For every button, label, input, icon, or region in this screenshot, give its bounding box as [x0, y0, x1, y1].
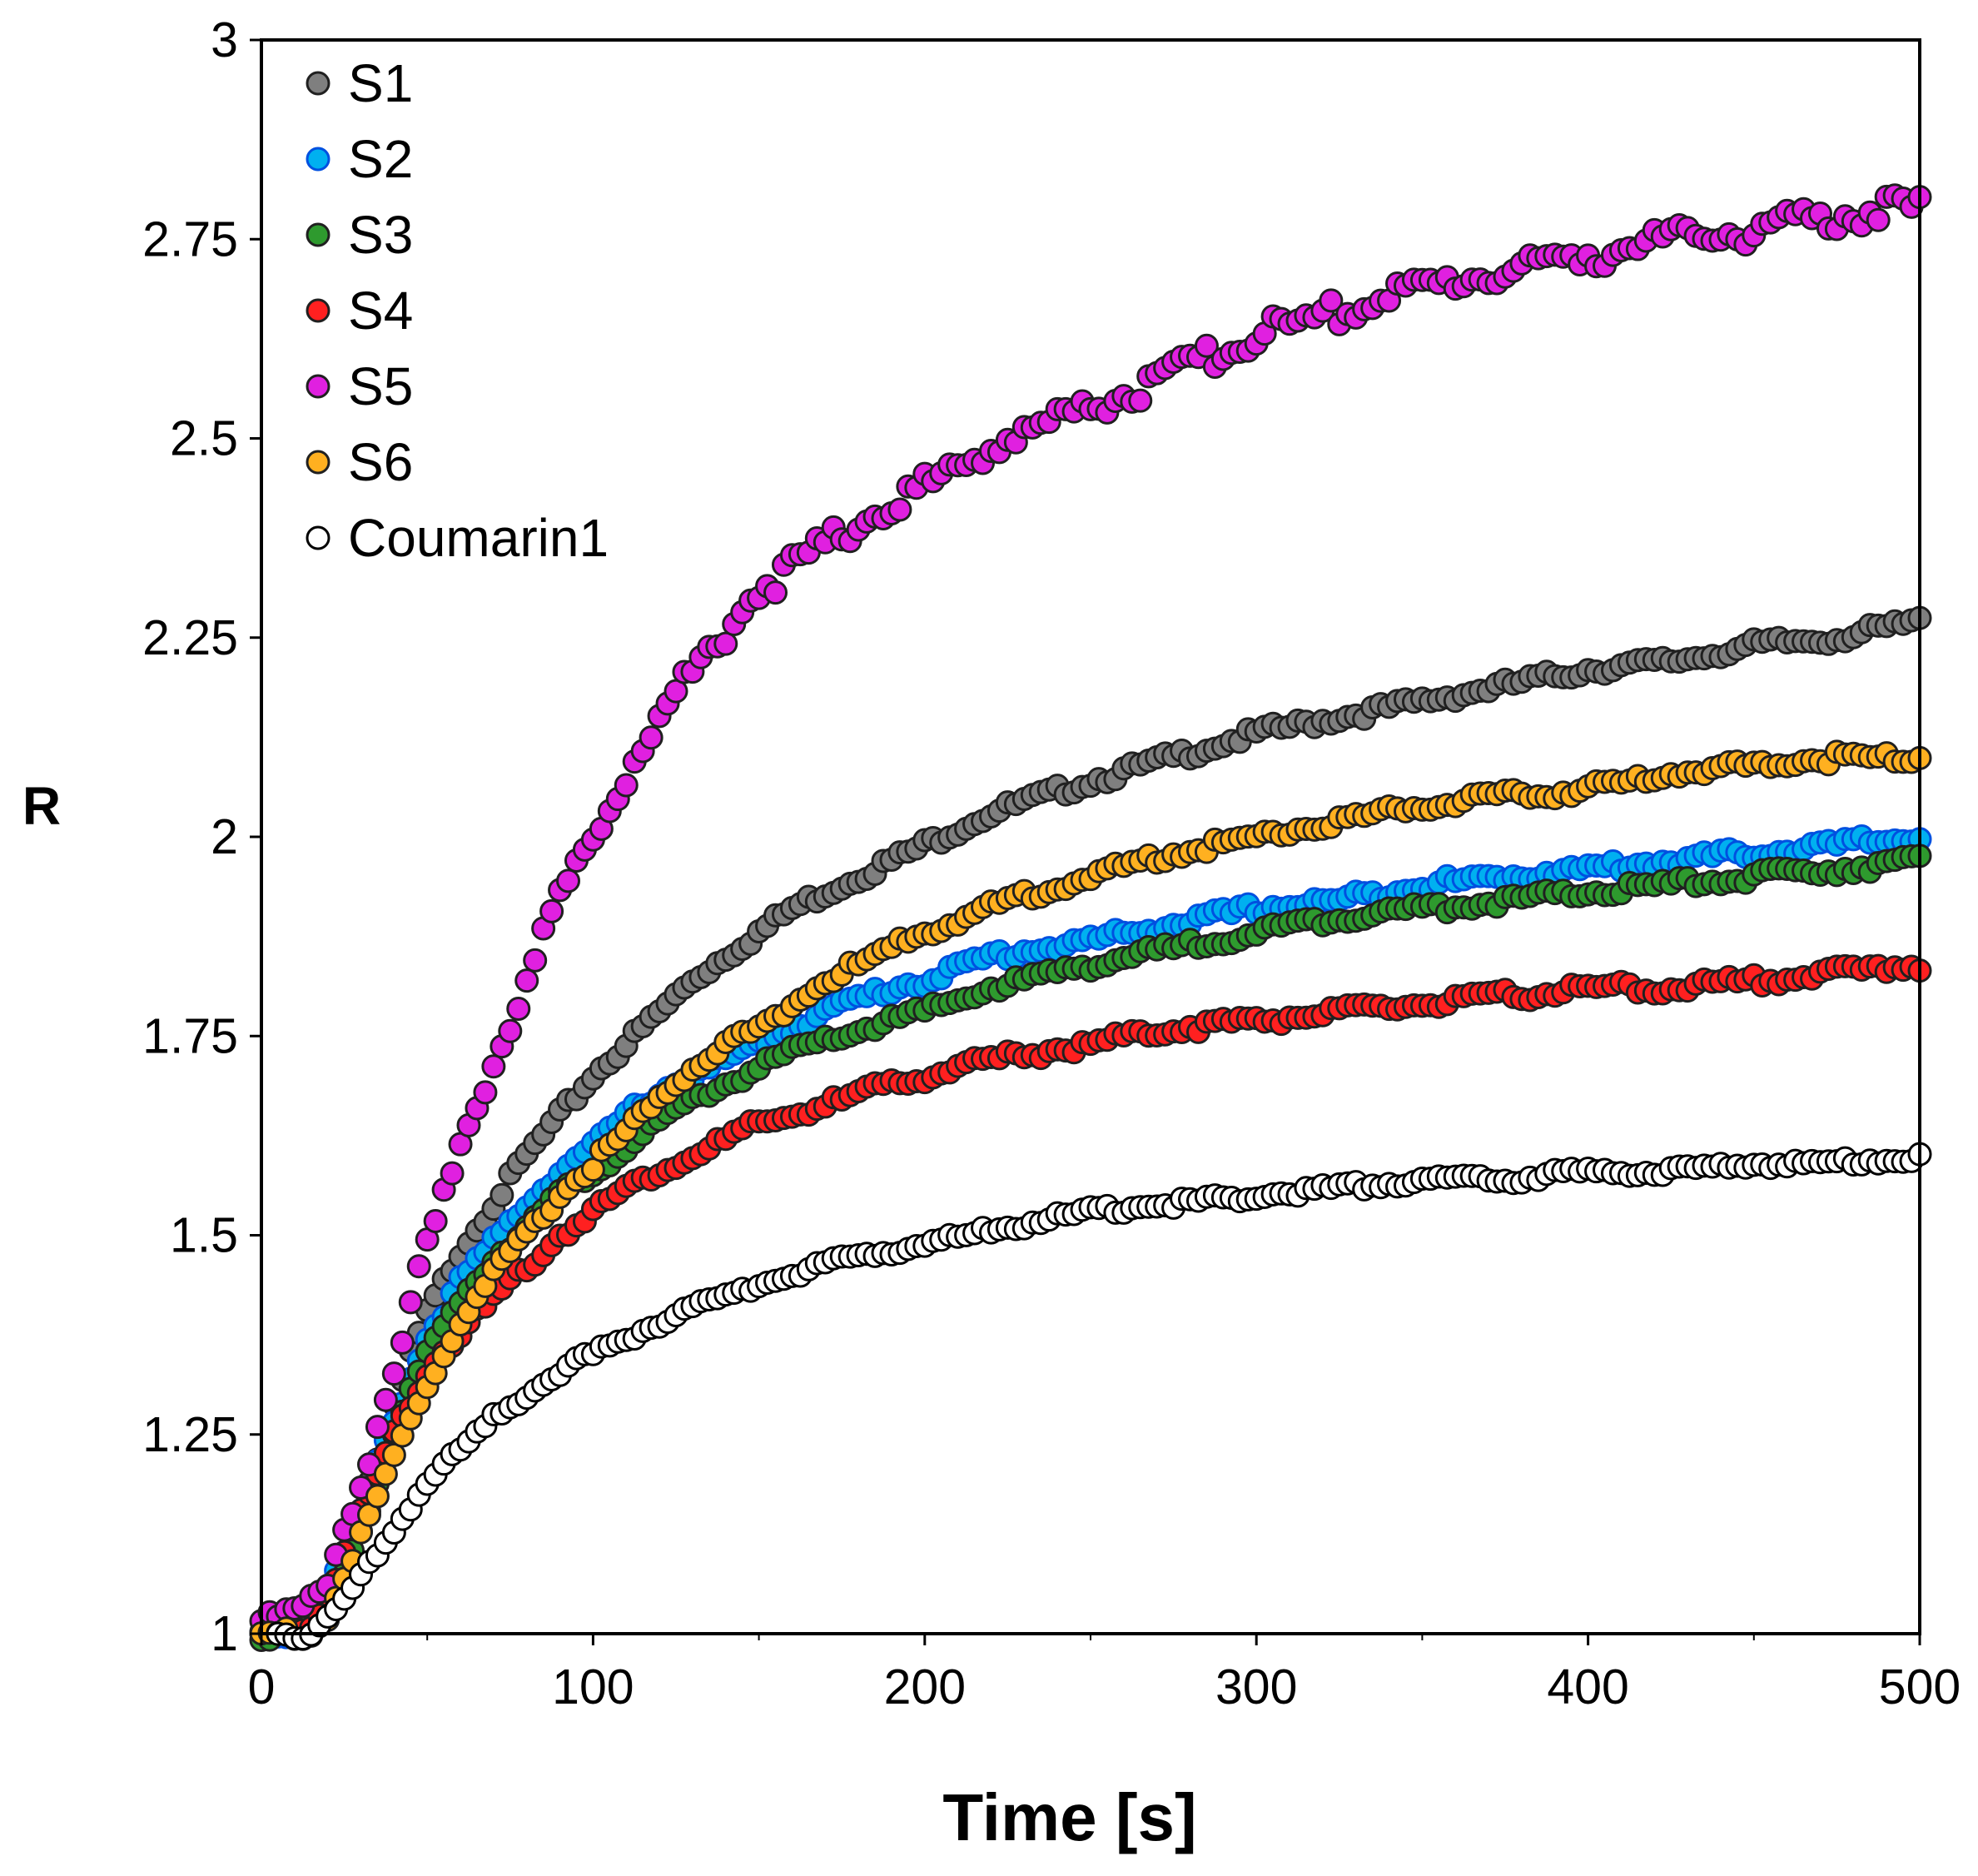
- legend-marker: [306, 298, 330, 323]
- legend: S1 S2 S3 S4 S5 S6 Coumarin1: [306, 53, 609, 568]
- data-point: [514, 968, 539, 993]
- series-s5: [249, 183, 1932, 1634]
- legend-label: S2: [348, 129, 413, 189]
- plot-layer: [249, 183, 1932, 1652]
- y-tick-label: 2: [211, 809, 238, 864]
- data-point: [406, 1254, 431, 1279]
- x-tick-label: 0: [248, 1660, 276, 1714]
- data-point: [1128, 388, 1153, 413]
- data-point: [365, 1415, 390, 1440]
- data-point: [556, 868, 581, 893]
- data-point: [490, 1182, 514, 1207]
- data-point: [498, 1018, 523, 1043]
- legend-label: S6: [348, 432, 413, 492]
- data-point: [1866, 207, 1891, 232]
- legend-marker: [306, 450, 330, 475]
- x-tick-label: 200: [884, 1660, 966, 1714]
- x-tick-label: 400: [1547, 1660, 1628, 1714]
- y-tick-label: 1.75: [142, 1008, 238, 1063]
- legend-label: S5: [348, 356, 413, 416]
- data-point: [506, 996, 531, 1021]
- y-tick-label: 3: [211, 12, 238, 67]
- y-tick-label: 1: [211, 1606, 238, 1661]
- data-point: [713, 631, 738, 656]
- series-coumarin1: [266, 1142, 1932, 1651]
- data-point: [398, 1290, 423, 1315]
- y-tick-label: 1.5: [170, 1208, 238, 1263]
- data-point: [887, 497, 912, 522]
- ticks-layer: 0 100 200 300 400 500 1 1.25 1.5 1.75 2 2.25 2.5 2.75…: [142, 12, 1961, 1714]
- data-point: [390, 1330, 415, 1355]
- legend-marker: [306, 71, 330, 96]
- data-point: [423, 1209, 448, 1234]
- data-point: [373, 1387, 398, 1412]
- data-point: [614, 773, 639, 798]
- x-tick-label: 300: [1215, 1660, 1297, 1714]
- data-point: [763, 580, 788, 605]
- y-tick-label: 2.5: [170, 411, 238, 466]
- y-tick-label: 2.25: [142, 610, 238, 665]
- data-point: [365, 1484, 390, 1509]
- data-point: [440, 1161, 465, 1186]
- data-point: [1194, 333, 1219, 358]
- legend-marker: [306, 147, 330, 172]
- data-point: [539, 898, 564, 923]
- y-tick-label: 1.25: [142, 1407, 238, 1462]
- legend-label: Coumarin1: [348, 508, 609, 568]
- data-point: [481, 1054, 506, 1079]
- legend-marker: [306, 222, 330, 247]
- x-axis-title: Time [s]: [942, 1780, 1196, 1854]
- y-axis-title: R: [22, 776, 61, 836]
- x-tick-label: 500: [1879, 1660, 1961, 1714]
- legend-label: S1: [348, 53, 413, 113]
- data-point: [473, 1080, 498, 1105]
- legend-marker: [306, 374, 330, 399]
- y-tick-label: 2.75: [142, 211, 238, 266]
- x-tick-label: 100: [552, 1660, 634, 1714]
- data-point: [639, 725, 663, 750]
- legend-label: S4: [348, 281, 413, 341]
- legend-label: S3: [348, 205, 413, 265]
- data-point: [381, 1361, 406, 1386]
- legend-marker: [306, 525, 330, 550]
- data-point: [523, 948, 548, 973]
- data-point: [1319, 288, 1344, 313]
